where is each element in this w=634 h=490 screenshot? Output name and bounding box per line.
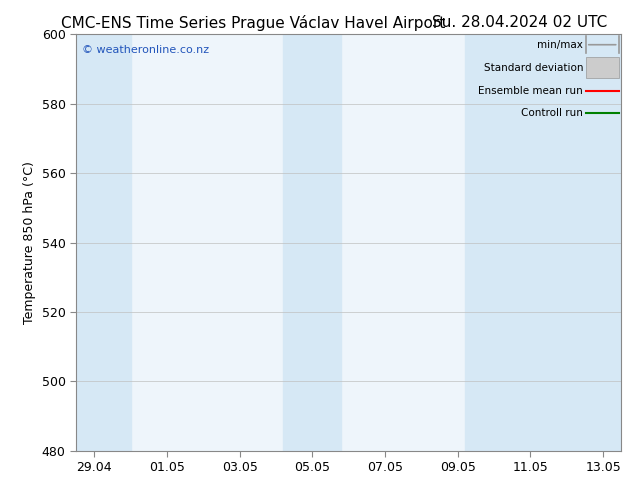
Text: Controll run: Controll run — [521, 108, 583, 119]
Bar — [76, 34, 131, 451]
Y-axis label: Temperature 850 hPa (°C): Temperature 850 hPa (°C) — [23, 161, 36, 324]
FancyBboxPatch shape — [586, 57, 619, 78]
Text: Ensemble mean run: Ensemble mean run — [479, 86, 583, 96]
Text: CMC-ENS Time Series Prague Václav Havel Airport: CMC-ENS Time Series Prague Václav Havel … — [61, 15, 446, 31]
Text: min/max: min/max — [537, 40, 583, 49]
Bar — [465, 34, 621, 451]
Text: © weatheronline.co.nz: © weatheronline.co.nz — [82, 45, 209, 55]
Text: Standard deviation: Standard deviation — [484, 63, 583, 73]
Text: Su. 28.04.2024 02 UTC: Su. 28.04.2024 02 UTC — [432, 15, 607, 30]
Bar — [283, 34, 342, 451]
